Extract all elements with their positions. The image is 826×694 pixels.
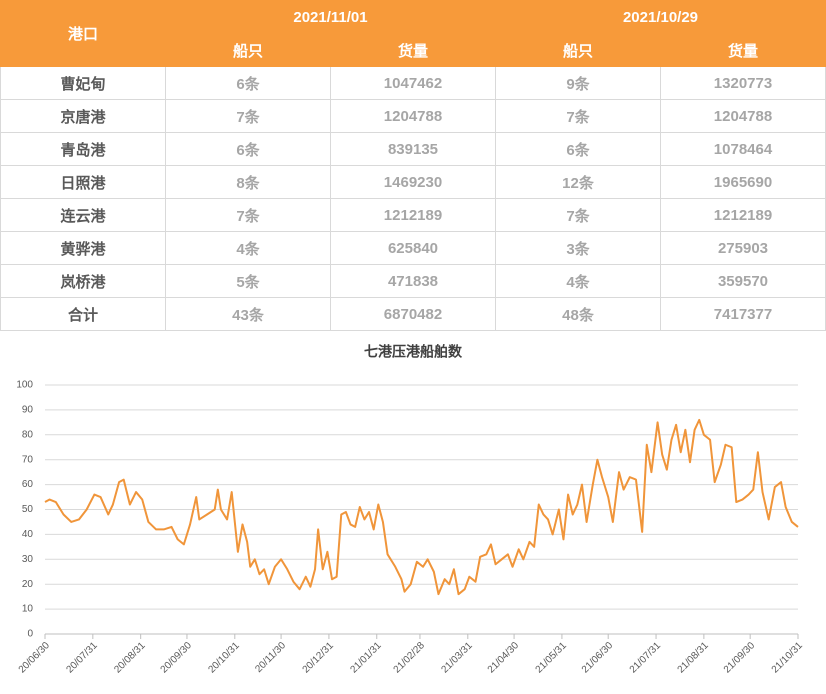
x-tick-label: 21/02/28 <box>392 640 428 676</box>
y-tick-label: 50 <box>22 504 34 515</box>
table-cell: 7条 <box>165 198 331 232</box>
port-name: 曹妃甸 <box>0 66 166 100</box>
table-cell: 7417377 <box>660 297 826 331</box>
y-tick-label: 30 <box>22 554 34 565</box>
port-name: 连云港 <box>0 198 166 232</box>
table-cell: 1965690 <box>660 165 826 199</box>
header-date: 2021/10/29 <box>495 0 826 34</box>
chart-title: 七港压港船舶数 <box>364 344 463 360</box>
y-tick-label: 60 <box>22 479 34 490</box>
chart: 七港压港船舶数 0 10 20 30 40 50 60 70 80 90 100 20/06/30 20… <box>16 344 806 676</box>
port-name: 岚桥港 <box>0 264 166 298</box>
table-cell: 43条 <box>165 297 331 331</box>
x-tick-label: 21/06/30 <box>580 640 616 676</box>
header-date: 2021/11/01 <box>165 0 496 34</box>
table-cell: 6870482 <box>330 297 496 331</box>
table-cell: 1212189 <box>660 198 826 232</box>
x-tick-label: 21/09/30 <box>722 640 758 676</box>
table-cell: 7条 <box>165 99 331 133</box>
table-cell: 359570 <box>660 264 826 298</box>
table-row: 日照港 8条 1469230 12条 1965690 <box>0 165 826 199</box>
table-row: 岚桥港 5条 471838 4条 359570 <box>0 264 826 298</box>
table-row: 船只 货量 船只 货量 <box>1 33 826 67</box>
x-tick-label: 20/11/30 <box>253 640 288 675</box>
y-tick-label: 0 <box>27 629 33 640</box>
port-table: 港口 2021/11/01 2021/10/29 船只 货量 船只 货量 曹妃甸 6条 10474… <box>0 0 826 331</box>
y-tick-label: 100 <box>16 380 33 391</box>
port-name: 日照港 <box>0 165 166 199</box>
x-tick-label: 21/04/30 <box>486 640 522 676</box>
table-row: 青岛港 6条 839135 6条 1078464 <box>0 132 826 166</box>
x-tick-label: 21/10/31 <box>770 640 806 676</box>
x-tick-label: 20/12/31 <box>301 640 337 676</box>
table-cell: 625840 <box>330 231 496 265</box>
x-tick-label: 21/01/31 <box>348 640 384 676</box>
table-cell: 1469230 <box>330 165 496 199</box>
table-cell: 48条 <box>495 297 661 331</box>
table-cell: 7条 <box>495 99 661 133</box>
port-name: 黄骅港 <box>0 231 166 265</box>
x-tick-label: 21/03/31 <box>439 640 475 676</box>
table-row: 黄骅港 4条 625840 3条 275903 <box>0 231 826 265</box>
table-row: 京唐港 7条 1204788 7条 1204788 <box>0 99 826 133</box>
table-row: 连云港 7条 1212189 7条 1212189 <box>0 198 826 232</box>
table-cell: 1212189 <box>330 198 496 232</box>
data-line <box>44 418 799 596</box>
y-tick-label: 10 <box>22 604 34 615</box>
x-tick-label: 20/06/30 <box>17 640 53 676</box>
table-cell: 1047462 <box>330 66 496 100</box>
table-cell: 471838 <box>330 264 496 298</box>
x-tick-label: 21/08/31 <box>676 640 712 676</box>
port-name: 青岛港 <box>0 132 166 166</box>
table-cell: 1204788 <box>660 99 826 133</box>
y-tick-label: 80 <box>22 429 34 440</box>
x-tick-label: 21/07/31 <box>628 640 664 676</box>
table-cell: 7条 <box>495 198 661 232</box>
header-column: 货量 <box>330 33 496 67</box>
header-column: 船只 <box>495 33 661 67</box>
table-cell: 1204788 <box>330 99 496 133</box>
table-cell: 4条 <box>165 231 331 265</box>
table-cell: 9条 <box>495 66 661 100</box>
table-cell: 1320773 <box>660 66 826 100</box>
header-port: 港口 <box>0 0 166 67</box>
x-tick-label: 20/09/30 <box>159 640 195 676</box>
port-name: 合计 <box>0 297 166 331</box>
table-row: 合计 43条 6870482 48条 7417377 <box>0 297 826 331</box>
table-cell: 8条 <box>165 165 331 199</box>
table-row: 港口 2021/11/01 2021/10/29 <box>0 0 826 67</box>
table-cell: 6条 <box>165 66 331 100</box>
x-tick-label: 20/10/31 <box>206 640 242 676</box>
y-tick-label: 70 <box>22 454 34 465</box>
y-tick-label: 40 <box>22 529 34 540</box>
x-tick-label: 20/07/31 <box>65 640 101 676</box>
table-cell: 275903 <box>660 231 826 265</box>
table-cell: 4条 <box>495 264 661 298</box>
header-column: 货量 <box>660 33 826 67</box>
x-tick-label: 21/05/31 <box>534 640 570 676</box>
y-tick-label: 90 <box>22 405 34 416</box>
header-column: 船只 <box>165 33 331 67</box>
x-tick-label: 20/08/31 <box>112 640 148 676</box>
y-tick-label: 20 <box>22 579 34 590</box>
table-row: 曹妃甸 6条 1047462 9条 1320773 <box>0 66 826 100</box>
table-cell: 12条 <box>495 165 661 199</box>
table-cell: 5条 <box>165 264 331 298</box>
table-cell: 839135 <box>330 132 496 166</box>
port-name: 京唐港 <box>0 99 166 133</box>
table-cell: 1078464 <box>660 132 826 166</box>
table-cell: 3条 <box>495 231 661 265</box>
table-cell: 6条 <box>165 132 331 166</box>
table-cell: 6条 <box>495 132 661 166</box>
